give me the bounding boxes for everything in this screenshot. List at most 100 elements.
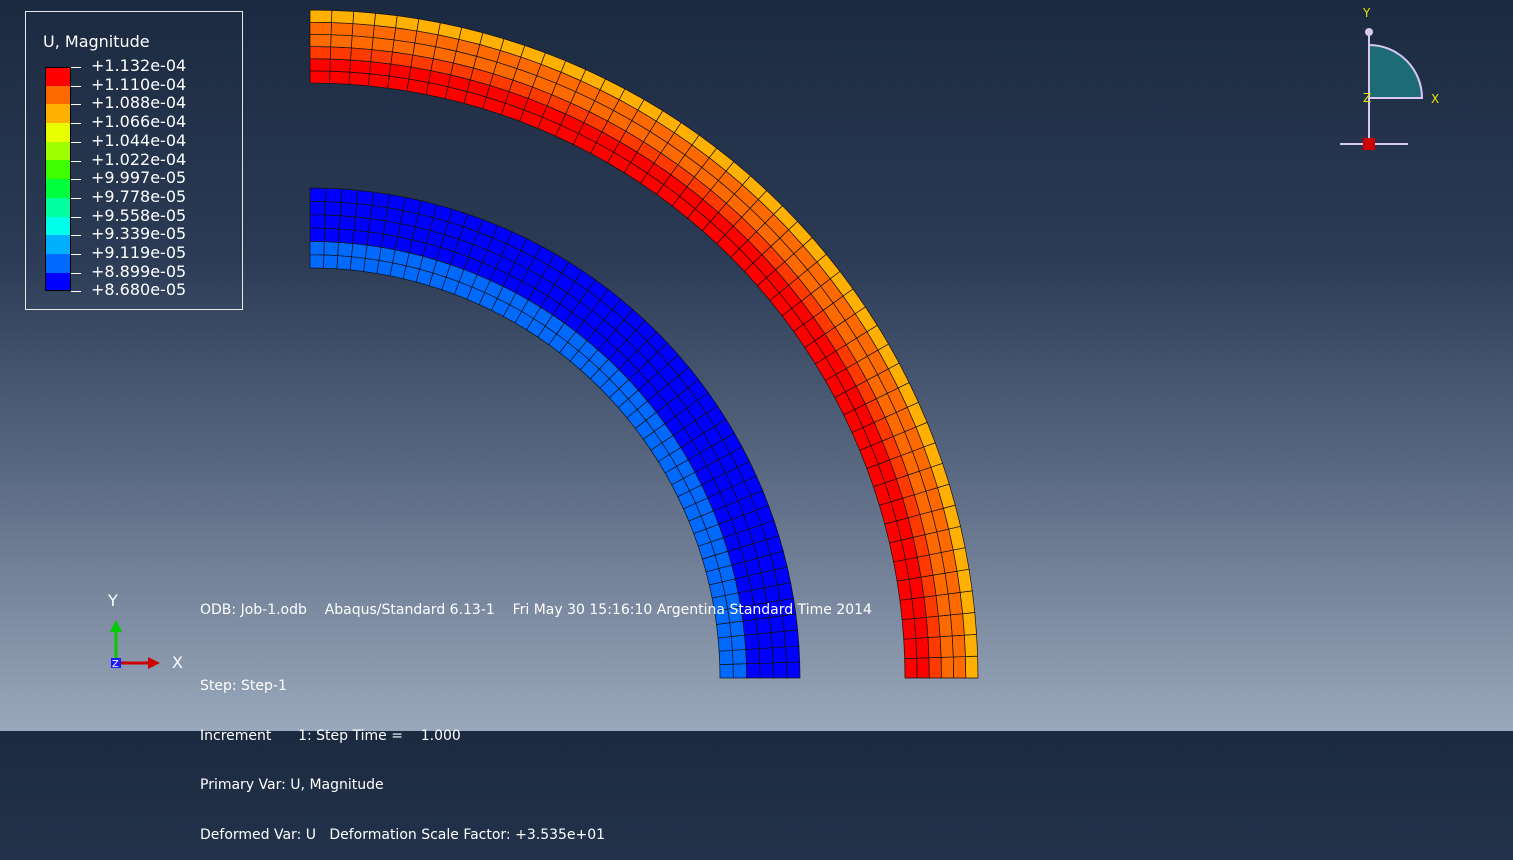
mesh-element xyxy=(777,581,794,601)
legend-swatch xyxy=(45,179,71,198)
mesh-element xyxy=(745,648,761,665)
mesh-element xyxy=(351,23,375,38)
mesh-element xyxy=(330,34,353,49)
mesh-element xyxy=(309,214,326,229)
mesh-element xyxy=(350,47,373,63)
mesh-element xyxy=(759,662,774,679)
legend-tick xyxy=(71,197,81,199)
mesh-element xyxy=(309,227,326,242)
mesh-element xyxy=(338,228,355,244)
mesh-element xyxy=(744,633,760,650)
legend-swatch xyxy=(45,141,71,161)
mesh-element xyxy=(786,661,801,679)
mesh-element xyxy=(323,241,339,256)
legend-swatch xyxy=(45,67,71,86)
legend-swatch xyxy=(45,216,71,236)
legend-tick xyxy=(71,141,81,143)
legend-swatch xyxy=(45,253,71,273)
mesh-element xyxy=(309,33,332,48)
inner-ring-mesh xyxy=(309,187,801,679)
mesh-element xyxy=(309,70,331,84)
legend-swatch xyxy=(45,160,71,180)
legend-tick xyxy=(71,291,81,293)
mesh-element xyxy=(339,215,356,231)
legend-tick xyxy=(71,179,81,181)
mesh-element xyxy=(349,256,366,272)
mesh-element xyxy=(323,254,339,270)
mesh-element xyxy=(329,70,351,85)
mesh-element xyxy=(952,656,967,679)
mesh-element xyxy=(324,214,341,230)
legend-tick xyxy=(71,216,81,218)
mesh-element xyxy=(901,618,917,640)
mesh-element xyxy=(309,9,333,23)
global-axis-triad: Y X Z xyxy=(107,591,183,672)
primary-var-label: Primary Var: U, Magnitude xyxy=(200,777,384,793)
mesh-element xyxy=(325,187,343,203)
triad-x-label: X xyxy=(172,653,183,672)
mesh-element xyxy=(350,35,374,50)
legend-value-label: +1.132e-04 xyxy=(91,56,187,75)
legend-swatch xyxy=(45,235,71,254)
step-label: Step: Step-1 xyxy=(200,678,287,694)
viewport-canvas[interactable] xyxy=(0,0,1513,731)
mesh-element xyxy=(364,244,382,261)
mesh-element xyxy=(768,615,785,633)
legend-tick xyxy=(71,254,81,255)
outer-ring-mesh xyxy=(309,9,979,679)
view-y-label: Y xyxy=(1362,6,1371,20)
legend-value-label: +9.119e-05 xyxy=(91,243,187,262)
mesh-element xyxy=(746,662,761,679)
triad-z-label: Z xyxy=(112,659,119,670)
mesh-element xyxy=(904,657,918,679)
view-orientation-triad[interactable]: Y X Z xyxy=(1335,5,1455,155)
triad-y-label: Y xyxy=(107,591,118,610)
mesh-element xyxy=(330,22,354,37)
mesh-element xyxy=(352,229,370,246)
mesh-element xyxy=(309,187,327,202)
mesh-element xyxy=(309,46,332,60)
mesh-element xyxy=(729,620,745,637)
legend-value-label: +1.044e-04 xyxy=(91,130,187,150)
mesh-element xyxy=(730,634,747,651)
mesh-element xyxy=(352,11,376,26)
mesh-element xyxy=(324,201,342,217)
triad-y-arrowhead xyxy=(110,620,122,632)
mesh-element xyxy=(939,635,954,658)
mesh-element xyxy=(339,201,358,218)
odb-info-line: ODB: Job-1.odb Abaqus/Standard 6.13-1 Fr… xyxy=(200,602,872,618)
view-x-label: X xyxy=(1431,92,1439,106)
step-info-block: Step: Step-1 Increment 1: Step Time = 1.… xyxy=(200,645,605,860)
mesh-element xyxy=(925,615,941,638)
mesh-element xyxy=(755,617,772,635)
mesh-element xyxy=(351,243,368,259)
mesh-element xyxy=(962,612,977,636)
legend-value-label: +9.997e-05 xyxy=(91,168,187,188)
legend-swatch xyxy=(45,85,71,105)
mesh-element xyxy=(309,200,326,216)
legend-tick xyxy=(71,235,81,237)
color-legend: U, Magnitude +1.132e-04 +1.110e-04 +1.088e… xyxy=(25,11,243,310)
mesh-element xyxy=(323,227,340,243)
view-y-axis-dot xyxy=(1365,28,1373,36)
legend-tick xyxy=(71,272,81,274)
mesh-element xyxy=(371,191,391,209)
mesh-element xyxy=(959,590,976,615)
legend-swatch-bar xyxy=(45,67,71,292)
increment-label: Increment 1: Step Time = 1.000 xyxy=(200,727,461,744)
mesh-element xyxy=(718,649,734,665)
mesh-element xyxy=(719,663,734,679)
legend-value-label: +1.022e-04 xyxy=(91,149,187,169)
mesh-element xyxy=(370,205,389,222)
mesh-element xyxy=(950,613,965,637)
legend-swatch xyxy=(45,123,71,142)
legend-title: U, Magnitude xyxy=(43,32,150,51)
mesh-element xyxy=(783,629,800,648)
mesh-element xyxy=(309,240,325,256)
deformed-var-label: Deformed Var: U Deformation Scale Factor… xyxy=(200,826,606,843)
legend-swatch xyxy=(45,272,71,292)
legend-value-label: +8.899e-05 xyxy=(91,261,187,281)
mesh-element xyxy=(928,656,942,679)
mesh-element xyxy=(770,630,787,649)
view-origin-marker xyxy=(1363,138,1375,150)
